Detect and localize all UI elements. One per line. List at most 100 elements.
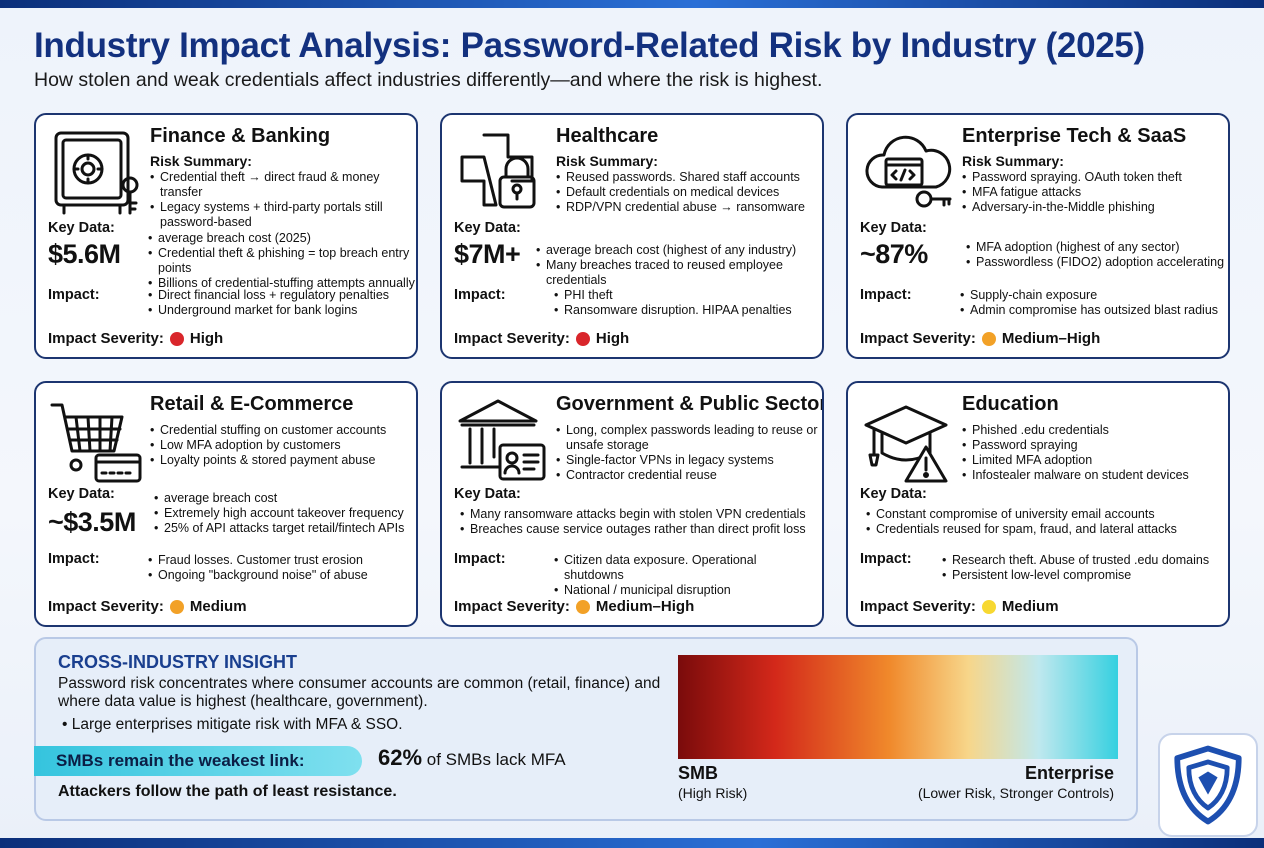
risk-summary-label: Risk Summary: bbox=[962, 153, 1064, 169]
list-item: PHI theft bbox=[554, 288, 818, 303]
severity-value: Medium–High bbox=[595, 598, 695, 615]
list-item: Persistent low-level compromise bbox=[942, 568, 1226, 583]
list-item: Research theft. Abuse of trusted .edu do… bbox=[942, 553, 1226, 568]
impact-label: Impact: bbox=[860, 551, 912, 567]
card-title: Healthcare bbox=[556, 125, 659, 147]
risk-gradient-scale bbox=[678, 655, 1118, 759]
list-item: 25% of API attacks target retail/fintech… bbox=[154, 521, 416, 536]
impact-label: Impact: bbox=[454, 287, 506, 303]
impact-list: Supply-chain exposure Admin compromise h… bbox=[960, 288, 1224, 318]
severity-value: High bbox=[595, 330, 630, 347]
industry-card-government: Government & Public Sector Long, complex… bbox=[440, 381, 824, 627]
impact-severity: Impact Severity: High bbox=[454, 330, 629, 347]
key-data-label: Key Data: bbox=[454, 220, 521, 236]
list-item: Underground market for bank logins bbox=[148, 303, 412, 318]
list-item: Single-factor VPNs in legacy systems bbox=[556, 453, 818, 468]
card-title: Enterprise Tech & SaaS bbox=[962, 125, 1187, 147]
severity-dot-icon bbox=[169, 599, 184, 614]
key-data-list: MFA adoption (highest of any sector) Pas… bbox=[966, 240, 1226, 270]
list-item: Citizen data exposure. Operational shutd… bbox=[554, 553, 818, 583]
insight-bullet-text: Large enterprises mitigate risk with MFA… bbox=[71, 716, 403, 733]
list-item: Many breaches traced to reused employee … bbox=[536, 258, 820, 288]
key-data-label: Key Data: bbox=[454, 486, 521, 502]
key-data-label: Key Data: bbox=[48, 220, 115, 236]
risk-summary-list: Password spraying. OAuth token theft MFA… bbox=[962, 170, 1224, 215]
impact-severity-label: Impact Severity: bbox=[454, 598, 570, 615]
key-data-list: average breach cost (highest of any indu… bbox=[536, 243, 820, 288]
industry-card-retail: Retail & E-Commerce Credential stuffing … bbox=[34, 381, 418, 627]
list-item: Ransomware disruption. HIPAA penalties bbox=[554, 303, 818, 318]
severity-dot-icon bbox=[169, 331, 184, 346]
list-item: Extremely high account takeover frequenc… bbox=[154, 506, 416, 521]
severity-value: Medium bbox=[1001, 598, 1059, 615]
card-title: Education bbox=[962, 393, 1059, 415]
insight-paragraph: Password risk concentrates where consume… bbox=[58, 675, 661, 710]
list-item: Supply-chain exposure bbox=[960, 288, 1224, 303]
severity-value: Medium–High bbox=[1001, 330, 1101, 347]
impact-list: Citizen data exposure. Operational shutd… bbox=[554, 553, 818, 598]
impact-list: Direct financial loss + regulatory penal… bbox=[148, 288, 412, 318]
list-item: average breach cost bbox=[154, 491, 416, 506]
list-item: average breach cost (highest of any indu… bbox=[536, 243, 820, 258]
list-item: Fraud losses. Customer trust erosion bbox=[148, 553, 412, 568]
top-accent-bar bbox=[0, 0, 1264, 8]
scale-right-label: Enterprise bbox=[1024, 763, 1114, 783]
risk-summary-list: Long, complex passwords leading to reuse… bbox=[556, 423, 818, 483]
page-subtitle: How stolen and weak credentials affect i… bbox=[34, 69, 823, 91]
key-data-list: Many ransomware attacks begin with stole… bbox=[460, 507, 820, 537]
list-item: Password spraying. OAuth token theft bbox=[962, 170, 1224, 185]
card-title: Government & Public Sector bbox=[556, 393, 824, 415]
impact-list: Fraud losses. Customer trust erosion Ong… bbox=[148, 553, 412, 583]
impact-severity: Impact Severity: High bbox=[48, 330, 223, 347]
card-title: Retail & E-Commerce bbox=[150, 393, 354, 415]
key-data-value: ~87% bbox=[860, 239, 928, 269]
list-item: RDP/VPN credential abuse → ransomware bbox=[556, 200, 818, 215]
list-item: Low MFA adoption by customers bbox=[150, 438, 412, 453]
scale-left-sublabel: (High Risk) bbox=[678, 785, 748, 801]
list-item: National / municipal disruption bbox=[554, 583, 818, 598]
key-data-label: Key Data: bbox=[860, 486, 927, 502]
shield-logo-icon bbox=[1158, 733, 1258, 837]
list-item: Passwordless (FIDO2) adoption accelerati… bbox=[966, 255, 1226, 270]
page-title: Industry Impact Analysis: Password-Relat… bbox=[34, 26, 1145, 65]
cloud-code-key-icon bbox=[860, 127, 956, 219]
list-item: Breaches cause service outages rather th… bbox=[460, 522, 820, 537]
list-item: average breach cost (2025) bbox=[148, 231, 416, 246]
impact-label: Impact: bbox=[48, 287, 100, 303]
list-item: Constant compromise of university email … bbox=[866, 507, 1226, 522]
medical-cross-lock-icon bbox=[454, 127, 550, 219]
smb-stat: 62% of SMBs lack MFA bbox=[378, 745, 566, 771]
graduation-cap-warning-icon bbox=[860, 395, 956, 487]
card-title: Finance & Banking bbox=[150, 125, 331, 147]
industry-card-education: Education Phished .edu credentials Passw… bbox=[846, 381, 1230, 627]
key-data-list: average breach cost Extremely high accou… bbox=[154, 491, 416, 536]
scale-right-sublabel: (Lower Risk, Stronger Controls) bbox=[917, 785, 1114, 801]
list-item: Limited MFA adoption bbox=[962, 453, 1224, 468]
impact-label: Impact: bbox=[860, 287, 912, 303]
list-item: Default credentials on medical devices bbox=[556, 185, 818, 200]
impact-severity: Impact Severity: Medium–High bbox=[454, 598, 694, 615]
list-item: Credential theft & phishing = top breach… bbox=[148, 246, 416, 276]
list-item: Billions of credential-stuffing attempts… bbox=[148, 276, 416, 291]
impact-list: Research theft. Abuse of trusted .edu do… bbox=[942, 553, 1226, 583]
industry-card-finance: Finance & Banking Risk Summary: Credenti… bbox=[34, 113, 418, 359]
severity-value: Medium bbox=[189, 598, 247, 615]
impact-list: PHI theft Ransomware disruption. HIPAA p… bbox=[554, 288, 818, 318]
list-item: Legacy systems + third-party portals sti… bbox=[150, 200, 412, 230]
severity-value: High bbox=[189, 330, 224, 347]
impact-severity-label: Impact Severity: bbox=[454, 330, 570, 347]
severity-dot-icon bbox=[981, 331, 996, 346]
key-data-list: average breach cost (2025) Credential th… bbox=[148, 231, 416, 291]
list-item: Credential stuffing on customer accounts bbox=[150, 423, 412, 438]
insight-footer: Attackers follow the path of least resis… bbox=[58, 783, 397, 800]
list-item: Admin compromise has outsized blast radi… bbox=[960, 303, 1224, 318]
list-item: Reused passwords. Shared staff accounts bbox=[556, 170, 818, 185]
severity-dot-icon bbox=[575, 599, 590, 614]
impact-label: Impact: bbox=[48, 551, 100, 567]
smb-stat-value: 62% bbox=[378, 745, 423, 770]
list-item: Password spraying bbox=[962, 438, 1224, 453]
smb-stat-text: of SMBs lack MFA bbox=[426, 750, 566, 769]
list-item: MFA fatigue attacks bbox=[962, 185, 1224, 200]
impact-label: Impact: bbox=[454, 551, 506, 567]
impact-severity-label: Impact Severity: bbox=[48, 598, 164, 615]
